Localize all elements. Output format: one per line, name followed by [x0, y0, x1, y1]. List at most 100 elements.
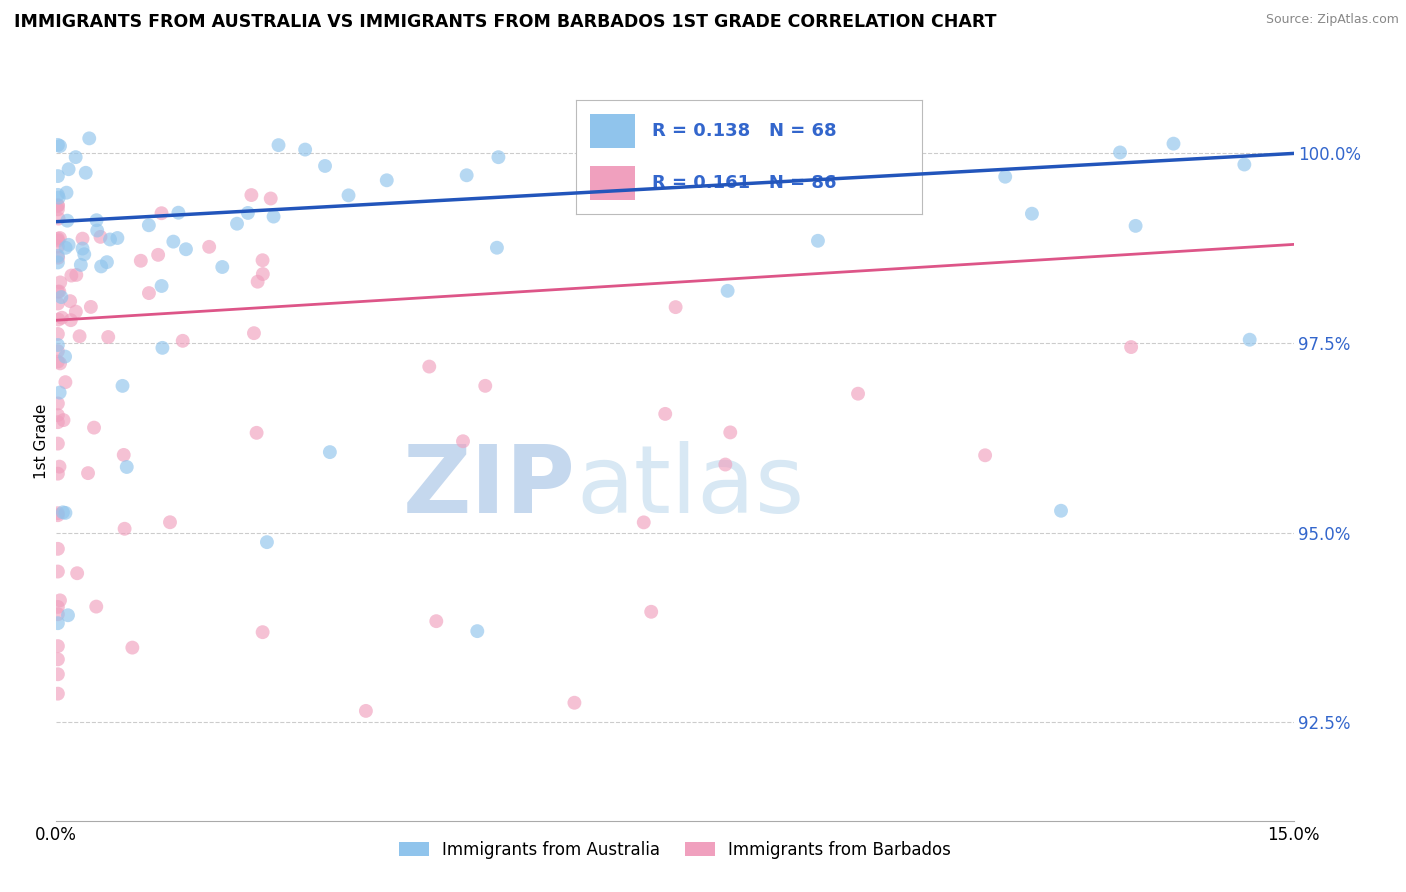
Point	[80, 300, 103, 314]
Point	[111, 379, 134, 393]
Point	[46, 338, 69, 352]
Point	[48, 211, 70, 226]
Point	[465, 624, 488, 639]
Point	[86, 223, 108, 237]
Point	[46, 508, 69, 523]
Point	[72, 232, 94, 246]
Point	[152, 341, 174, 355]
Point	[994, 169, 1017, 184]
Point	[138, 219, 160, 233]
Point	[485, 241, 508, 255]
Point	[46, 202, 69, 217]
Point	[252, 253, 274, 268]
Point	[65, 268, 87, 282]
Point	[198, 240, 221, 254]
Point	[451, 434, 474, 449]
Point	[114, 522, 136, 536]
Point	[46, 326, 69, 341]
Point	[55, 186, 77, 200]
Point	[51, 290, 73, 304]
Point	[48, 191, 70, 205]
Point	[807, 234, 830, 248]
Point	[46, 436, 69, 450]
Point	[49, 139, 72, 153]
Point	[55, 375, 77, 389]
Point	[46, 285, 69, 299]
Point	[90, 260, 112, 274]
Point	[55, 506, 77, 520]
Point	[150, 206, 173, 220]
Point	[211, 260, 233, 274]
Point	[46, 198, 69, 212]
Point	[246, 275, 269, 289]
Point	[52, 413, 75, 427]
Point	[1119, 340, 1142, 354]
Point	[354, 704, 377, 718]
Point	[654, 407, 676, 421]
Point	[53, 350, 76, 364]
Point	[246, 425, 269, 440]
Point	[418, 359, 440, 374]
Point	[49, 593, 72, 607]
Point	[337, 188, 360, 202]
Point	[425, 614, 447, 628]
Point	[49, 356, 72, 370]
Point	[252, 625, 274, 640]
Point	[60, 268, 83, 283]
Point	[46, 354, 69, 368]
Point	[65, 150, 87, 164]
Point	[69, 258, 91, 272]
Point	[46, 234, 69, 248]
Point	[1050, 504, 1073, 518]
Point	[112, 448, 135, 462]
Point	[46, 251, 69, 265]
Point	[96, 255, 118, 269]
Point	[319, 445, 342, 459]
Point	[69, 329, 91, 343]
Point	[138, 286, 160, 301]
Point	[1125, 219, 1147, 233]
Point	[46, 565, 69, 579]
Point	[714, 458, 737, 472]
Point	[375, 173, 398, 187]
Point	[46, 255, 69, 269]
Point	[48, 285, 70, 299]
Point	[873, 197, 896, 211]
Point	[121, 640, 143, 655]
Point	[46, 541, 69, 556]
Point	[828, 174, 851, 188]
Y-axis label: 1st Grade: 1st Grade	[34, 404, 49, 479]
Point	[640, 605, 662, 619]
Point	[46, 408, 69, 422]
Point	[77, 131, 100, 145]
Point	[564, 696, 586, 710]
Point	[256, 535, 278, 549]
Point	[46, 187, 69, 202]
Point	[167, 205, 190, 219]
Point	[974, 448, 997, 462]
Point	[58, 237, 80, 252]
Legend: Immigrants from Australia, Immigrants from Barbados: Immigrants from Australia, Immigrants fr…	[392, 834, 957, 865]
Point	[252, 267, 274, 281]
Point	[717, 284, 740, 298]
Point	[576, 169, 599, 183]
Point	[240, 188, 263, 202]
Point	[48, 312, 70, 326]
Point	[226, 217, 249, 231]
Point	[46, 232, 69, 246]
Point	[294, 143, 316, 157]
Point	[1021, 207, 1043, 221]
Point	[59, 294, 82, 309]
Point	[665, 300, 688, 314]
Point	[474, 379, 496, 393]
Point	[129, 253, 152, 268]
Point	[456, 168, 478, 182]
Point	[150, 279, 173, 293]
Text: atlas: atlas	[576, 441, 804, 533]
Point	[49, 276, 72, 290]
Point	[46, 137, 69, 152]
Point	[46, 344, 69, 359]
Point	[46, 296, 69, 310]
Point	[1233, 157, 1256, 171]
Text: ZIP: ZIP	[404, 441, 576, 533]
